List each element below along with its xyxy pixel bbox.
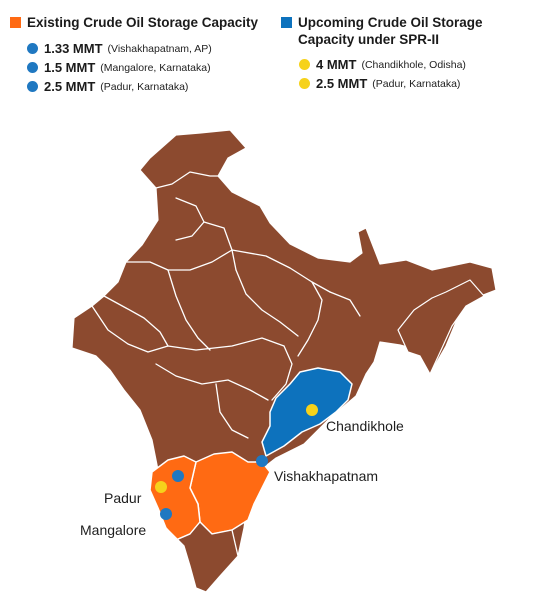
vishakhapatnam-dot-icon bbox=[256, 455, 268, 467]
legend-item-location: (Padur, Karnataka) bbox=[100, 80, 189, 93]
legend-upcoming: Upcoming Crude Oil Storage Capacity unde… bbox=[281, 14, 539, 93]
legend-item-vishakhapatnam: 1.33 MMT (Vishakhapatnam, AP) bbox=[27, 39, 280, 58]
legend-upcoming-header: Upcoming Crude Oil Storage Capacity unde… bbox=[281, 14, 539, 48]
legend-item-padur: 2.5 MMT (Padur, Karnataka) bbox=[27, 77, 280, 96]
legend-item-location: (Mangalore, Karnataka) bbox=[100, 61, 211, 74]
karnataka-region bbox=[149, 455, 201, 541]
blue-dot-icon bbox=[27, 62, 38, 73]
existing-swatch bbox=[10, 17, 21, 28]
state-borders bbox=[91, 171, 361, 439]
mangalore-label: Mangalore bbox=[80, 522, 147, 538]
chandikhole-dot-icon bbox=[306, 404, 318, 416]
yellow-dot-icon bbox=[299, 59, 310, 70]
legend-item-location: (Padur, Karnataka) bbox=[372, 77, 461, 90]
legend-upcoming-title: Upcoming Crude Oil Storage Capacity unde… bbox=[298, 15, 483, 47]
mangalore-dot-icon bbox=[160, 508, 172, 520]
padur-upcoming-dot-icon bbox=[155, 481, 167, 493]
legend-item-location: (Chandikhole, Odisha) bbox=[361, 58, 466, 71]
blue-dot-icon bbox=[27, 43, 38, 54]
northeast-region bbox=[397, 279, 485, 375]
padur-existing-dot-icon bbox=[172, 470, 184, 482]
upcoming-swatch bbox=[281, 17, 292, 28]
legend-existing-header: Existing Crude Oil Storage Capacity bbox=[10, 14, 280, 31]
legend-existing-items: 1.33 MMT (Vishakhapatnam, AP) 1.5 MMT (M… bbox=[27, 39, 280, 96]
legend-item-location: (Vishakhapatnam, AP) bbox=[107, 42, 212, 55]
legend-item-padur-upcoming: 2.5 MMT (Padur, Karnataka) bbox=[299, 74, 539, 93]
blue-dot-icon bbox=[27, 81, 38, 92]
legend-upcoming-items: 4 MMT (Chandikhole, Odisha) 2.5 MMT (Pad… bbox=[299, 55, 539, 93]
legend-item-value: 1.33 MMT bbox=[44, 41, 103, 56]
padur-label: Padur bbox=[104, 490, 142, 506]
legend-item-value: 1.5 MMT bbox=[44, 60, 96, 75]
legend-item-value: 4 MMT bbox=[316, 57, 357, 72]
legend-existing: Existing Crude Oil Storage Capacity 1.33… bbox=[10, 14, 280, 96]
south-tip bbox=[165, 521, 239, 593]
legend-item-chandikhole: 4 MMT (Chandikhole, Odisha) bbox=[299, 55, 539, 74]
yellow-dot-icon bbox=[299, 78, 310, 89]
chandikhole-label: Chandikhole bbox=[326, 418, 404, 434]
legend-item-mangalore: 1.5 MMT (Mangalore, Karnataka) bbox=[27, 58, 280, 77]
vishakhapatnam-label: Vishakhapatnam bbox=[274, 468, 379, 484]
legend-existing-title: Existing Crude Oil Storage Capacity bbox=[27, 15, 259, 30]
legend-item-value: 2.5 MMT bbox=[316, 76, 368, 91]
legend-item-value: 2.5 MMT bbox=[44, 79, 96, 94]
